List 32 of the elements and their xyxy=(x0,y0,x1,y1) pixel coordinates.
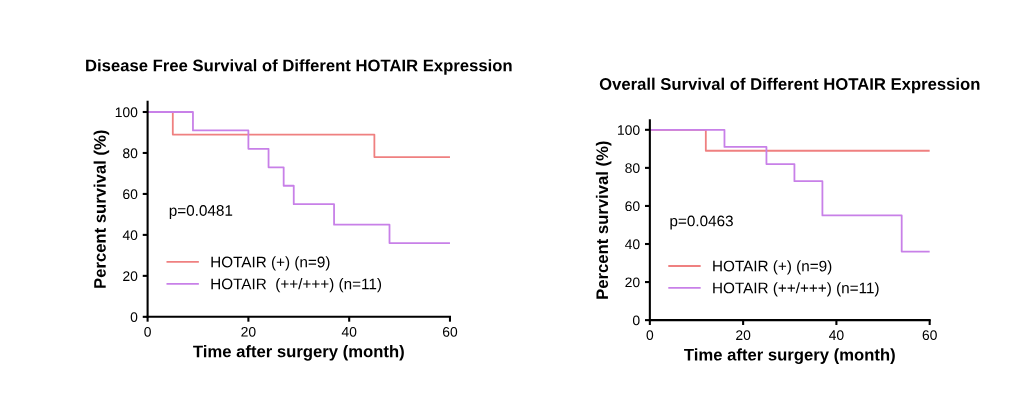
x-tick-label: 0 xyxy=(646,330,654,341)
x-tick-label: 20 xyxy=(736,330,751,341)
chart-title: Overall Survival of Different HOTAIR Expression xyxy=(599,77,980,94)
x-tick-label: 60 xyxy=(442,326,458,337)
x-tick-label: 40 xyxy=(829,330,844,341)
annotation: p=0.0481 xyxy=(169,205,233,219)
y-tick-label: 0 xyxy=(130,312,138,322)
x-axis-title: Time after surgery (month) xyxy=(684,348,895,364)
y-tick-label: 20 xyxy=(123,271,138,282)
legend-label: HOTAIR (++/+++) (n=11) xyxy=(713,282,879,297)
y-tick-label: 20 xyxy=(625,277,640,288)
y-axis-title: Percent survival (%) xyxy=(595,141,612,299)
y-tick-label: 80 xyxy=(123,148,138,159)
y-axis-title: Percent survival (%) xyxy=(93,130,110,288)
y-tick-label: 40 xyxy=(625,239,640,250)
y-tick-label: 100 xyxy=(618,125,640,135)
x-axis-title: Time after surgery (month) xyxy=(193,345,404,361)
x-tick-label: 20 xyxy=(241,326,256,337)
chart-title: Disease Free Survival of Different HOTAIR Expression xyxy=(86,59,512,75)
x-tick-label: 60 xyxy=(922,330,937,341)
y-tick-label: 0 xyxy=(632,315,640,326)
y-tick-label: 60 xyxy=(123,189,138,200)
y-tick-label: 100 xyxy=(115,107,138,118)
x-tick-label: 40 xyxy=(341,326,357,337)
y-tick-label: 40 xyxy=(122,230,138,241)
x-tick-label: 0 xyxy=(144,326,151,337)
legend-label: HOTAIR (+) (n=9) xyxy=(211,256,330,271)
y-tick-label: 80 xyxy=(625,163,640,174)
y-tick-label: 60 xyxy=(625,201,640,212)
legend-label: HOTAIR (++/+++) (n=11) xyxy=(211,278,382,293)
legend-label: HOTAIR (+) (n=9) xyxy=(713,260,832,275)
annotation: p=0.0463 xyxy=(670,215,733,230)
